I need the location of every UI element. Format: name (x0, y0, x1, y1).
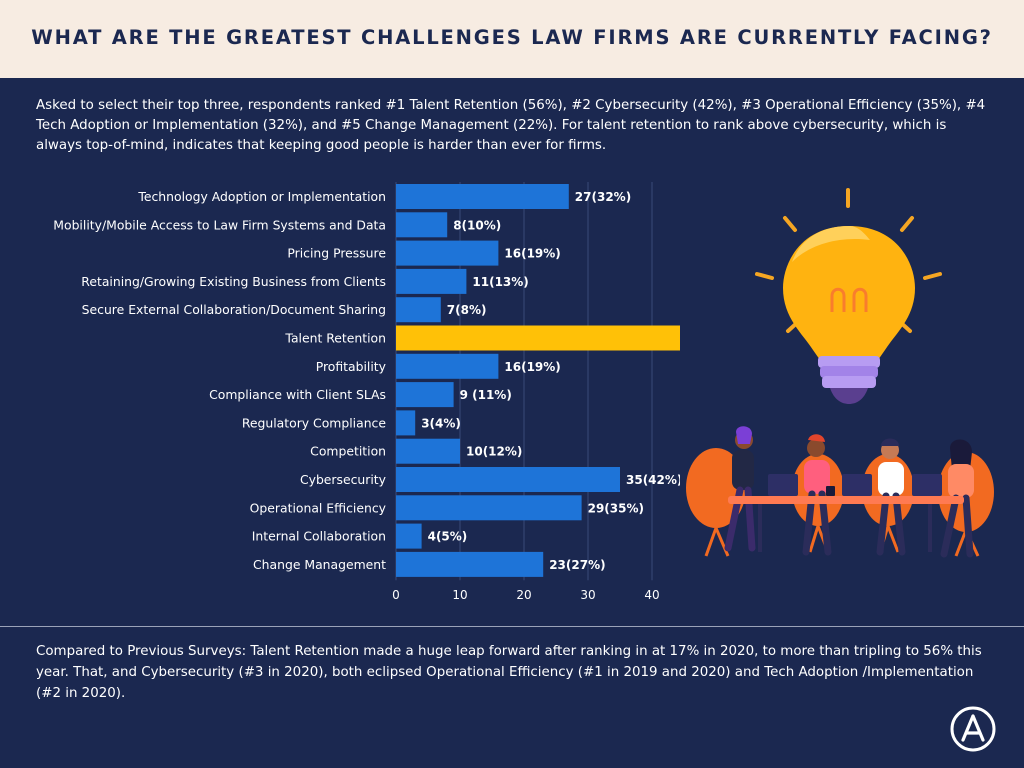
person-4 (940, 439, 974, 558)
category-label: Cybersecurity (300, 472, 386, 487)
value-label: 7(8%) (447, 303, 487, 317)
value-label: 16(19%) (504, 247, 560, 261)
bar-pricing-pressure (396, 240, 499, 266)
lightbulb-icon (783, 226, 915, 404)
x-tick-label: 0 (392, 588, 400, 602)
chart-bars (396, 184, 680, 577)
category-label: Talent Retention (284, 331, 386, 346)
value-label: 27(32%) (575, 190, 631, 204)
chart-x-axis: 01020304050 (392, 588, 659, 602)
x-tick-label: 20 (516, 588, 531, 602)
category-label: Internal Collaboration (252, 529, 386, 544)
value-label: 11(13%) (472, 275, 528, 289)
x-tick-label: 40 (644, 588, 659, 602)
chart-labels: Technology Adoption or Implementation 27(… (53, 189, 680, 572)
bar-retaining-growing-existing-business-from-clients (396, 268, 467, 294)
bar-cybersecurity (396, 467, 620, 492)
x-tick-label: 30 (580, 588, 595, 602)
coffee-mug-icon (826, 486, 835, 496)
category-label: Technology Adoption or Implementation (137, 189, 386, 204)
value-label: 23(27%) (549, 558, 605, 572)
value-label: 3(4%) (421, 416, 461, 430)
value-label: 29(35%) (588, 501, 644, 515)
bar-internal-collaboration (396, 523, 422, 549)
bar-chart: Technology Adoption or Implementation 27(… (53, 182, 680, 602)
value-label: 8(10%) (453, 218, 501, 232)
header-banner: WHAT ARE THE GREATEST CHALLENGES LAW FIR… (0, 0, 1024, 78)
comparison-footnote: Compared to Previous Surveys: Talent Ret… (36, 644, 982, 701)
bar-profitability (396, 353, 499, 379)
bar-competition (396, 438, 460, 464)
bar-compliance-with-client-slas (396, 382, 454, 408)
category-label: Change Management (253, 557, 386, 572)
bar-change-management (396, 551, 544, 577)
category-label: Pricing Pressure (287, 246, 386, 261)
bar-technology-adoption-or-implementation (396, 184, 569, 209)
category-label: Regulatory Compliance (242, 415, 386, 430)
category-label: Operational Efficiency (250, 500, 386, 515)
category-label: Secure External Collaboration/Document S… (82, 302, 386, 317)
bar-mobility-mobile-access-to-law-firm-systems-and-data (396, 212, 448, 238)
section-divider (0, 626, 1024, 627)
brand-logo-icon (950, 706, 996, 752)
chair-legs (704, 525, 980, 557)
value-label: 16(19%) (504, 360, 560, 374)
laptops (768, 474, 942, 496)
value-label: 10(12%) (466, 445, 522, 459)
bar-operational-efficiency (396, 495, 582, 521)
meeting-table (728, 496, 964, 552)
x-tick-label: 10 (452, 588, 467, 602)
category-label: Retaining/Growing Existing Business from… (81, 274, 386, 289)
category-label: Competition (310, 444, 386, 459)
value-label: 4(5%) (428, 530, 468, 544)
value-label: 35(42%) (626, 473, 680, 487)
person-3 (876, 438, 906, 556)
category-label: Compliance with Client SLAs (209, 387, 386, 402)
intro-paragraph: Asked to select their top three, respond… (36, 98, 986, 153)
category-label: Mobility/Mobile Access to Law Firm Syste… (53, 217, 386, 232)
bar-regulatory-compliance (396, 410, 416, 436)
bar-secure-external-collaboration-document-sharing (396, 297, 441, 323)
value-label: 9 (11%) (460, 388, 512, 402)
bar-talent-retention (396, 325, 680, 351)
category-label: Profitability (316, 359, 386, 374)
page-title: WHAT ARE THE GREATEST CHALLENGES LAW FIR… (31, 26, 993, 49)
lightbulb-team-illustration (686, 188, 994, 558)
